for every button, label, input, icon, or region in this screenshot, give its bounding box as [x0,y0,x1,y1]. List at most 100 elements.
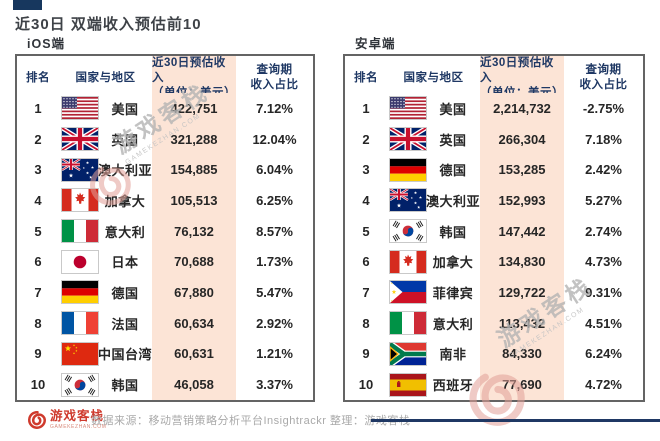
revenue-cell: 84,330 [480,338,564,370]
country-cell: 澳大利亚 [387,185,480,216]
country-cell: 加拿大 [387,246,480,277]
share-cell: 1.73% [256,254,293,270]
rank-cell: 2 [34,131,42,147]
table-row: 7 德国 67,880 5.47% [17,277,313,308]
revenue-cell: 46,058 [152,369,236,400]
brand-url: GAMEKEZHAN.COM [50,424,107,430]
country-cell: 韩国 [59,369,152,400]
country-name: 法国 [111,316,139,332]
country-name: 日本 [111,255,139,271]
country-name: 德国 [439,163,467,179]
rank-cell: 3 [362,162,370,178]
country-name: 意大利 [432,316,474,332]
flag-us-icon [389,96,427,121]
table-row: 5 韩国 147,442 2.74% [345,215,643,247]
country-name: 韩国 [111,378,139,394]
page-title: 近30日 双端收入预估前10 [15,16,202,33]
flag-es-icon [389,372,427,397]
country-cell: 澳大利亚 [59,154,152,185]
table-row: 1 美国 422,751 7.12% [17,93,313,124]
revenue-table: 排名 国家与地区 近30日预估收入 （单位：美元） 查询期 收入占比 1 美国 [343,54,645,402]
flag-kr-icon [61,372,99,397]
country-name: 南非 [439,347,467,363]
share-cell: 2.92% [256,315,293,331]
rank-cell: 5 [362,223,370,239]
table-row: 7 菲律宾 129,722 9.31% [345,277,643,308]
data-source-note: 数据来源：移动营销策略分析平台Insightrackr 整理：游戏客栈 [91,415,411,427]
rank-cell: 4 [362,192,370,208]
share-cell: 5.47% [256,284,293,300]
share-cell: 2.42% [585,162,622,178]
country-cell: 英国 [387,124,480,155]
flag-it-icon [61,219,99,244]
platform-table-android: 安卓端 排名 国家与地区 近30日预估收入 （单位：美元） 查询期 收入占比 [343,33,645,402]
rank-cell: 8 [362,315,370,331]
table-row: 6 加拿大 134,830 4.73% [345,246,643,278]
col-header-rank: 排名 [354,71,378,84]
rank-cell: 7 [362,284,370,300]
share-cell: 7.12% [256,100,293,116]
rank-cell: 8 [34,315,42,331]
country-cell: 菲律宾 [387,277,480,308]
revenue-cell: 154,885 [152,154,236,186]
revenue-cell: 60,631 [152,338,236,370]
country-cell: 加拿大 [59,185,152,216]
country-cell: 美国 [387,93,480,124]
platform-label: iOS端 [27,37,66,51]
table-row: 4 加拿大 105,513 6.25% [17,185,313,216]
revenue-cell: 266,304 [480,123,564,155]
share-cell: 6.04% [256,162,293,178]
brand-name: 游戏客栈 [50,409,105,423]
table-header-row: 排名 国家与地区 近30日预估收入 （单位：美元） 查询期 收入占比 [345,56,643,101]
share-cell: 8.57% [256,223,293,239]
flag-ca-icon [389,249,427,274]
revenue-cell: 60,634 [152,307,236,339]
rank-cell: 2 [362,131,370,147]
country-name: 美国 [439,101,467,117]
flag-de-icon [389,157,427,182]
col-header-share: 查询期 收入占比 [250,64,299,92]
country-cell: 意大利 [387,308,480,339]
country-name: 美国 [111,101,139,117]
flag-au-icon [61,157,99,182]
table-row: 8 意大利 113,432 4.51% [345,307,643,339]
rank-cell: 10 [30,377,46,393]
flag-ph-icon [389,280,427,305]
share-cell: 12.04% [252,131,297,147]
table-row: 1 美国 2,214,732 -2.75% [345,93,643,124]
table-row: 10 西班牙 77,690 4.72% [345,369,643,400]
rank-cell: 5 [34,223,42,239]
country-cell: 中国台湾 [59,339,152,370]
table-row: 10 韩国 46,058 3.37% [17,369,313,400]
rank-cell: 3 [34,162,42,178]
country-name: 意大利 [104,224,146,240]
share-cell: -2.75% [582,100,625,116]
country-name: 澳大利亚 [426,193,481,209]
country-cell: 日本 [59,246,152,277]
country-cell: 意大利 [59,216,152,247]
rank-cell: 6 [34,254,42,270]
revenue-cell: 152,993 [480,185,564,216]
platform-label: 安卓端 [355,37,396,51]
flag-za-icon [389,341,427,366]
revenue-cell: 147,442 [480,215,564,247]
col-header-country: 国家与地区 [75,71,136,84]
country-cell: 德国 [59,277,152,308]
country-cell: 德国 [387,154,480,185]
share-cell: 6.25% [256,192,293,208]
revenue-cell: 76,132 [152,215,236,247]
table-row: 6 日本 70,688 1.73% [17,246,313,278]
rank-cell: 7 [34,284,42,300]
flag-it-icon [389,311,427,336]
table-row: 9 南非 84,330 6.24% [345,338,643,370]
country-name: 英国 [111,132,139,148]
revenue-cell: 422,751 [152,93,236,124]
revenue-cell: 321,288 [152,123,236,155]
share-cell: 4.51% [585,315,622,331]
footer-divider-line [371,419,660,422]
tables-container: iOS端 排名 国家与地区 近30日预估收入 （单位：美元） 查询期 收入占比 [15,33,645,402]
revenue-table: 排名 国家与地区 近30日预估收入 （单位：美元） 查询期 收入占比 1 美国 [15,54,315,402]
table-row: 2 英国 266,304 7.18% [345,123,643,155]
share-cell: 4.73% [585,254,622,270]
